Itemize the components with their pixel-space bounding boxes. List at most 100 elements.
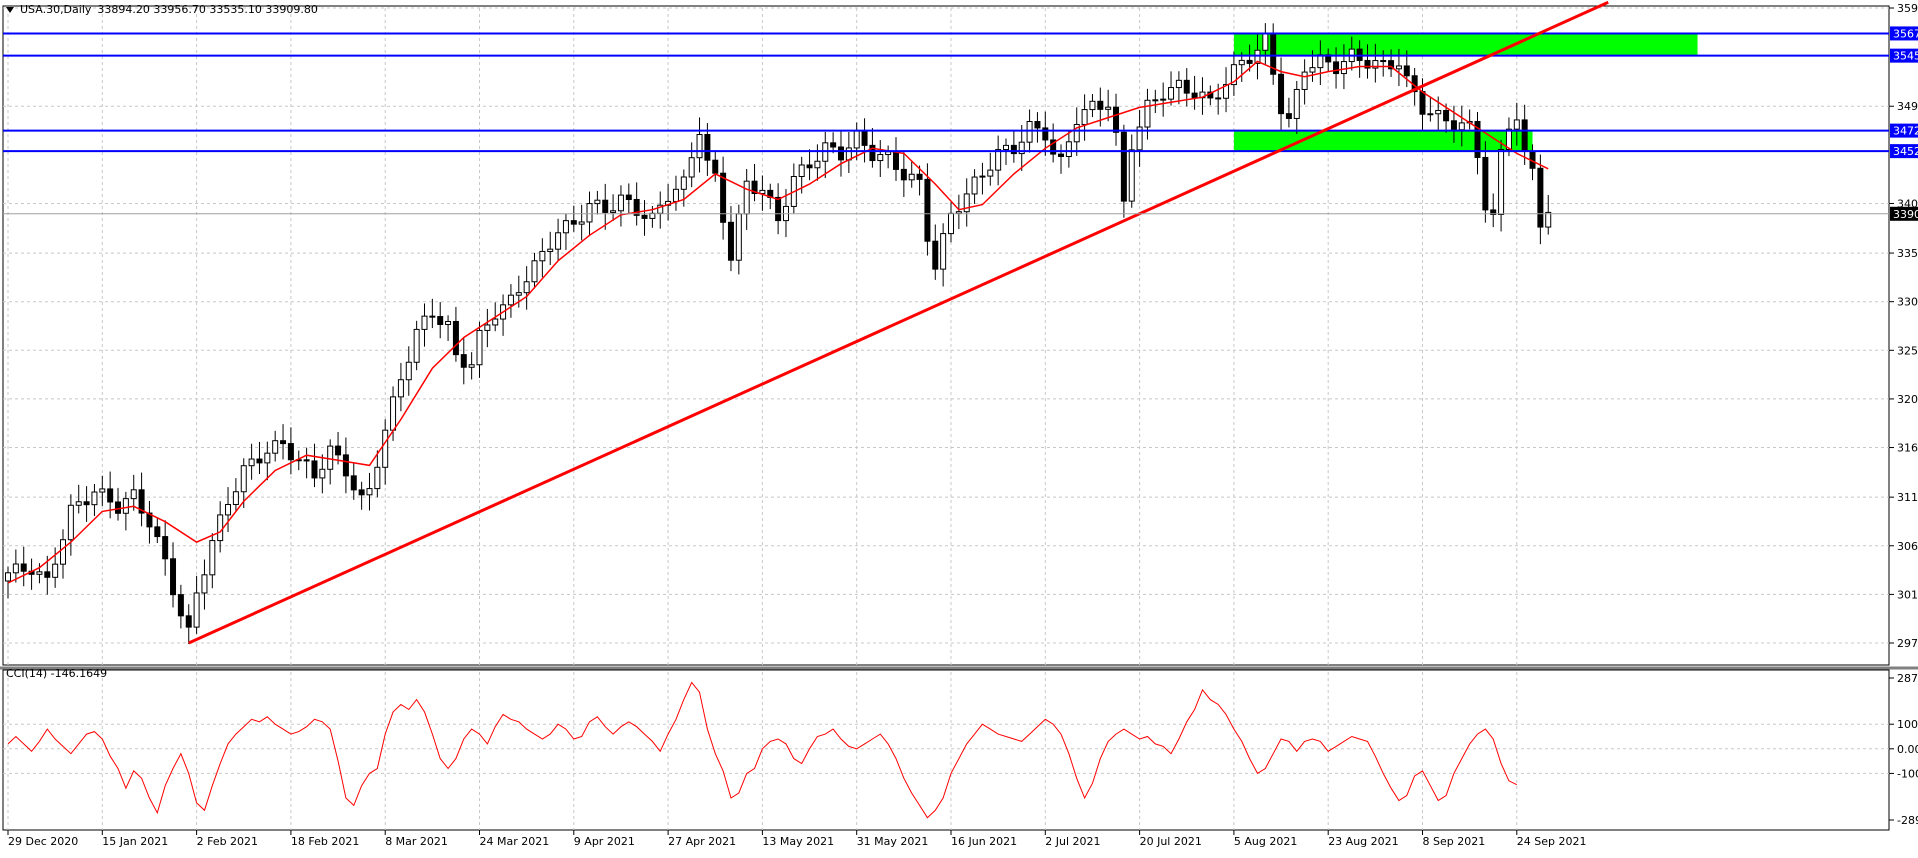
candle-bull — [948, 212, 954, 235]
candle-bear — [932, 240, 939, 270]
candle-bull — [1152, 99, 1159, 102]
candle-bull — [75, 501, 82, 506]
candle-bear — [1058, 153, 1065, 157]
candle-bear — [437, 316, 444, 326]
candle-bull — [672, 188, 679, 202]
candle-bull — [374, 466, 381, 490]
candle-bear — [1364, 59, 1371, 69]
cci-y-tick-label: -100 — [1897, 767, 1918, 780]
candle-bear — [311, 460, 318, 479]
y-tick-label: 30189.00 — [1897, 588, 1918, 601]
candle-bear — [916, 173, 923, 180]
x-tick-label: 9 Apr 2021 — [574, 835, 635, 848]
candle-bear — [712, 159, 719, 174]
candle-bull — [547, 248, 554, 252]
price-tag-bg — [1890, 26, 1918, 41]
cci-y-tick-label: 287.9128 — [1897, 672, 1918, 685]
y-tick-label: 35921.70 — [1897, 2, 1918, 15]
candle-bear — [146, 512, 153, 528]
triangle-down-icon[interactable] — [6, 7, 14, 13]
candle-bull — [979, 175, 986, 178]
candle-bull — [1089, 100, 1096, 111]
x-tick-label: 2 Feb 2021 — [197, 835, 258, 848]
candle-bull — [1081, 109, 1088, 125]
candle-bull — [1003, 144, 1010, 151]
candle-bull — [1317, 54, 1324, 69]
cci-y-tick-label: 0.00 — [1897, 743, 1918, 756]
candle-bear — [20, 563, 27, 572]
candle-bear — [154, 526, 161, 538]
candle-bear — [452, 320, 459, 356]
candle-bull — [562, 220, 569, 234]
candle-bull — [1144, 99, 1151, 128]
candle-bear — [869, 144, 876, 162]
candle-bull — [1340, 61, 1347, 75]
candle-bull — [5, 572, 11, 582]
candle-bull — [1230, 64, 1237, 86]
candle-bear — [358, 489, 365, 496]
x-tick-label: 13 May 2021 — [762, 835, 834, 848]
candle-bear — [1490, 209, 1497, 215]
candle-bear — [1419, 91, 1426, 115]
candle-bear — [115, 501, 122, 514]
candle-bear — [335, 445, 342, 456]
candle-bear — [1333, 61, 1340, 75]
candle-bear — [806, 164, 813, 169]
candle-bear — [625, 194, 632, 200]
candle-bull — [578, 221, 585, 225]
candle-bull — [885, 151, 892, 156]
candle-bull — [122, 498, 129, 514]
candle-bear — [1215, 97, 1222, 100]
candle-bear — [429, 315, 436, 318]
candle-bull — [12, 563, 19, 574]
candle-bear — [1403, 65, 1410, 77]
candle-bull — [617, 194, 624, 212]
candle-bull — [1505, 128, 1512, 150]
candle-bull — [413, 328, 420, 363]
candle-bear — [185, 615, 192, 628]
candle-bear — [287, 443, 294, 461]
candle-bull — [1223, 84, 1230, 99]
candle-bear — [1285, 113, 1292, 119]
candle-bull — [1018, 141, 1025, 155]
candle-bear — [704, 134, 711, 161]
candle-bull — [36, 571, 43, 575]
price-tag-bg — [1890, 48, 1918, 63]
candle-bull — [1545, 211, 1552, 228]
candle-bear — [1443, 109, 1450, 122]
candle-bear — [342, 454, 349, 477]
candle-bull — [680, 176, 687, 190]
candle-bear — [1034, 121, 1041, 129]
candle-bull — [1254, 49, 1261, 64]
main-pane-frame — [2, 5, 1890, 666]
candle-bull — [877, 154, 884, 162]
candle-bear — [775, 196, 782, 222]
y-tick-label: 32099.90 — [1897, 393, 1918, 406]
ohlc-values: 33894.20 33956.70 33535.10 33909.80 — [97, 3, 318, 16]
price-tag-bg — [1890, 123, 1918, 138]
price-tag: 34522.46 — [1890, 144, 1918, 159]
candle-bear — [350, 475, 357, 491]
candle-bull — [610, 210, 617, 213]
candle-bear — [1474, 120, 1481, 158]
candle-bull — [1065, 141, 1072, 157]
candle-bull — [814, 160, 821, 169]
candle-bull — [248, 458, 255, 467]
x-tick-label: 24 Mar 2021 — [480, 835, 550, 848]
candle-bull — [1435, 109, 1442, 115]
candle-bull — [130, 489, 137, 500]
candle-bull — [1395, 65, 1402, 70]
candle-bull — [52, 563, 59, 578]
candle-bear — [170, 558, 177, 596]
candle-bull — [1175, 79, 1182, 89]
candle-bull — [696, 134, 703, 159]
x-tick-label: 8 Mar 2021 — [385, 835, 448, 848]
x-tick-label: 15 Jan 2021 — [102, 835, 168, 848]
candle-bull — [492, 318, 499, 326]
candle-bull — [594, 199, 601, 205]
candle-bear — [256, 458, 263, 464]
candle-bull — [515, 292, 522, 296]
candle-bull — [940, 233, 947, 270]
candle-bull — [60, 539, 67, 565]
